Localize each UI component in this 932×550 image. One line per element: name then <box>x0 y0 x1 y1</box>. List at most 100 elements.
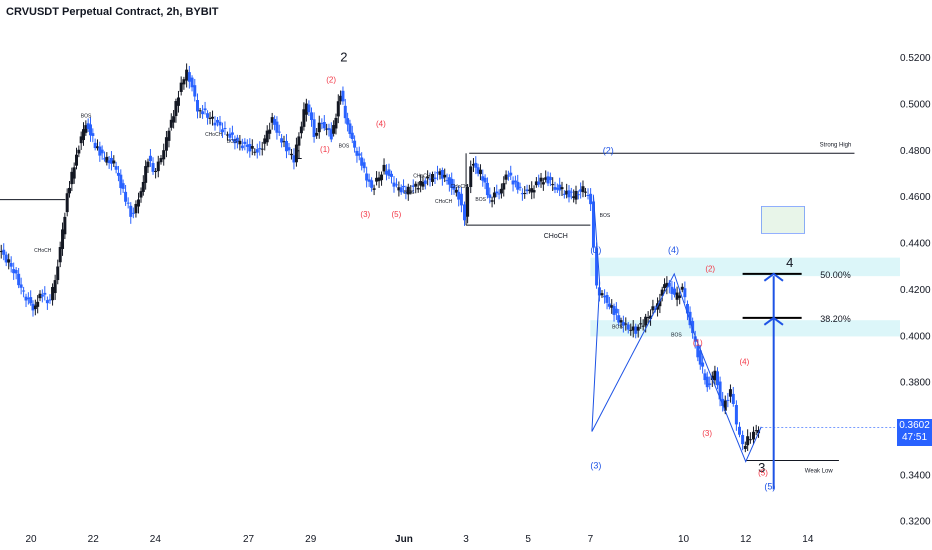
bos-label: BOS <box>227 139 238 145</box>
candle-body <box>520 193 524 195</box>
candle-body <box>208 117 212 119</box>
candle-body <box>469 166 473 187</box>
candle-body <box>478 169 482 175</box>
candle-body <box>683 288 687 298</box>
y-tick-label: 0.4200 <box>900 285 931 296</box>
current-price-label: 0.3602 <box>899 420 930 431</box>
x-tick-label: 5 <box>525 534 531 545</box>
candle-body <box>450 178 454 189</box>
candle-body <box>260 148 264 150</box>
candle-body <box>235 137 239 142</box>
wave-red-label: (4) <box>740 357 750 366</box>
candle-body <box>307 104 311 113</box>
candle-body <box>644 316 648 326</box>
candle-body <box>105 156 109 163</box>
projection-arrowhead <box>763 272 784 282</box>
candle-body <box>726 399 730 401</box>
wave-blue-label: (3) <box>590 461 601 471</box>
candle-body <box>718 381 722 400</box>
wave-red-label: (5) <box>758 469 768 478</box>
wave-red-label: (2) <box>705 265 715 274</box>
candle-body <box>452 185 456 190</box>
x-tick-label: 29 <box>305 534 317 545</box>
candle-body <box>48 299 52 301</box>
candle-body <box>79 136 83 144</box>
candle-body <box>14 270 18 274</box>
bos-label: BOS <box>600 213 611 219</box>
candle-body <box>708 383 712 385</box>
candle-body <box>443 174 447 178</box>
candle-body <box>748 439 752 441</box>
candle-body <box>327 128 331 131</box>
candle-body <box>416 188 420 190</box>
wave-red-label: (3) <box>360 210 370 219</box>
candle-body <box>509 172 513 176</box>
candle-body <box>390 173 393 177</box>
candle-body <box>302 109 306 127</box>
candle-body <box>421 182 425 187</box>
strong-high-label: Strong High <box>820 142 852 148</box>
candle-body <box>250 146 254 149</box>
candle-body <box>167 130 171 141</box>
candle-body <box>631 326 635 331</box>
candle-body <box>649 315 653 319</box>
candle-body <box>277 131 281 133</box>
candle-body <box>233 139 237 144</box>
candle-body <box>721 398 725 406</box>
candle-body <box>548 176 552 181</box>
fib-level-label: 38.20% <box>820 314 851 324</box>
candle-body <box>691 321 695 334</box>
bos-label: BOS <box>475 197 486 203</box>
candle-body <box>454 189 458 193</box>
candle-body <box>537 181 541 185</box>
candle-body <box>636 326 640 331</box>
candle-body <box>624 323 628 325</box>
candle-body <box>471 163 475 166</box>
x-tick-label: 22 <box>88 534 100 545</box>
candle-body <box>19 284 23 288</box>
candle-body <box>546 176 550 184</box>
candle-body <box>675 292 679 300</box>
candle-body <box>292 155 296 163</box>
candle-body <box>490 200 494 202</box>
candle-body <box>182 79 186 85</box>
candle-body <box>258 148 262 150</box>
candle-body <box>678 295 682 298</box>
candle-body <box>641 325 645 327</box>
candle-body <box>339 95 343 102</box>
candle-body <box>245 144 249 147</box>
candle-body <box>523 192 527 194</box>
candle-body <box>621 321 625 326</box>
bos-label: BOS <box>404 190 415 196</box>
candle-body <box>91 133 95 136</box>
candle-body <box>61 229 65 249</box>
x-tick-label: 10 <box>678 534 690 545</box>
candle-body <box>665 282 669 288</box>
candle-body <box>119 174 123 189</box>
wave-red-label: (2) <box>326 76 336 85</box>
candle-body <box>334 117 338 129</box>
candle-body <box>610 305 614 308</box>
candle-body <box>629 329 633 331</box>
candle-body <box>696 345 700 358</box>
candle-body <box>591 201 595 247</box>
candle-body <box>705 376 709 388</box>
candle-body <box>317 122 321 133</box>
candle-body <box>380 174 384 181</box>
candle-body <box>33 305 37 310</box>
candle-body <box>685 303 689 314</box>
x-tick-label: 12 <box>740 534 752 545</box>
candle-body <box>172 116 176 123</box>
candle-body <box>438 171 442 175</box>
candle-body <box>134 203 138 214</box>
candle-body <box>723 400 727 411</box>
candle-body <box>151 163 155 172</box>
candle-body <box>322 122 326 129</box>
candle-body <box>426 176 430 179</box>
candle-body <box>600 293 604 296</box>
candle-body <box>607 303 611 307</box>
y-tick-label: 0.3400 <box>900 470 931 481</box>
candle-body <box>77 149 81 154</box>
candle-body <box>614 308 618 314</box>
